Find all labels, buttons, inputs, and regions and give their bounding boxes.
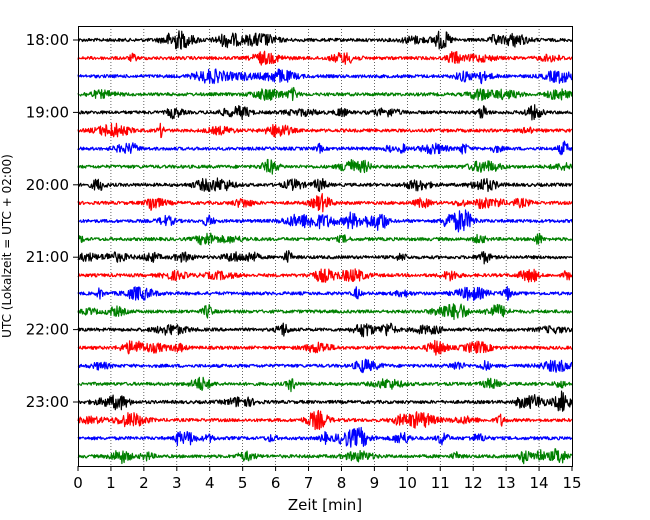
x-tick-label-13: 13 bbox=[497, 474, 516, 492]
trace-1845 bbox=[77, 86, 573, 102]
y-tick-label-2300: 23:00 bbox=[26, 393, 69, 411]
x-tick-label-2: 2 bbox=[139, 474, 149, 492]
trace-2215 bbox=[77, 339, 573, 356]
trace-2100 bbox=[77, 250, 573, 265]
trace-2045 bbox=[77, 232, 573, 246]
trace-1900 bbox=[77, 104, 573, 121]
trace-2000 bbox=[77, 177, 573, 193]
seismic-traces bbox=[77, 30, 573, 465]
trace-2345 bbox=[77, 448, 573, 465]
trace-1930 bbox=[77, 140, 573, 156]
x-tick-label-0: 0 bbox=[73, 474, 83, 492]
y-tick-label-1800: 18:00 bbox=[26, 31, 69, 49]
trace-2315 bbox=[77, 409, 573, 431]
trace-1815 bbox=[77, 50, 573, 66]
trace-2330 bbox=[77, 426, 573, 448]
trace-2300 bbox=[77, 390, 573, 412]
y-axis-ticks: 18:00 19:00 20:00 21:00 22:00 23:00 bbox=[26, 31, 78, 411]
trace-2130 bbox=[77, 285, 573, 302]
x-tick-label-15: 15 bbox=[562, 474, 581, 492]
trace-2200 bbox=[77, 322, 573, 338]
grid-lines bbox=[110, 26, 540, 466]
y-tick-label-2200: 22:00 bbox=[26, 321, 69, 339]
x-tick-label-10: 10 bbox=[398, 474, 417, 492]
x-tick-label-3: 3 bbox=[172, 474, 182, 492]
x-tick-label-8: 8 bbox=[337, 474, 347, 492]
trace-2245 bbox=[77, 376, 573, 393]
trace-2015 bbox=[77, 193, 573, 213]
x-axis-ticks: 0 1 2 3 4 5 6 7 8 9 10 11 12 13 14 15 bbox=[73, 466, 582, 492]
plot-frame bbox=[78, 26, 573, 467]
x-tick-label-6: 6 bbox=[271, 474, 281, 492]
x-tick-label-11: 11 bbox=[431, 474, 450, 492]
trace-2145 bbox=[77, 303, 573, 321]
trace-1830 bbox=[77, 68, 573, 85]
y-tick-label-1900: 19:00 bbox=[26, 103, 69, 121]
trace-2115 bbox=[77, 268, 573, 283]
x-tick-label-5: 5 bbox=[238, 474, 248, 492]
x-tick-label-12: 12 bbox=[464, 474, 483, 492]
trace-2230 bbox=[77, 358, 573, 374]
x-tick-label-4: 4 bbox=[205, 474, 215, 492]
trace-2030 bbox=[77, 209, 573, 233]
x-tick-label-9: 9 bbox=[370, 474, 380, 492]
y-axis-label: UTC (Lokalzeit = UTC + 02:00) bbox=[0, 154, 14, 338]
x-tick-label-14: 14 bbox=[530, 474, 549, 492]
x-tick-label-1: 1 bbox=[106, 474, 116, 492]
y-tick-label-2000: 20:00 bbox=[26, 176, 69, 194]
trace-1800 bbox=[77, 30, 573, 50]
trace-1915 bbox=[77, 122, 573, 139]
y-tick-label-2100: 21:00 bbox=[26, 248, 69, 266]
trace-1945 bbox=[77, 158, 573, 175]
x-axis-label: Zeit [min] bbox=[288, 496, 362, 514]
x-tick-label-7: 7 bbox=[304, 474, 314, 492]
